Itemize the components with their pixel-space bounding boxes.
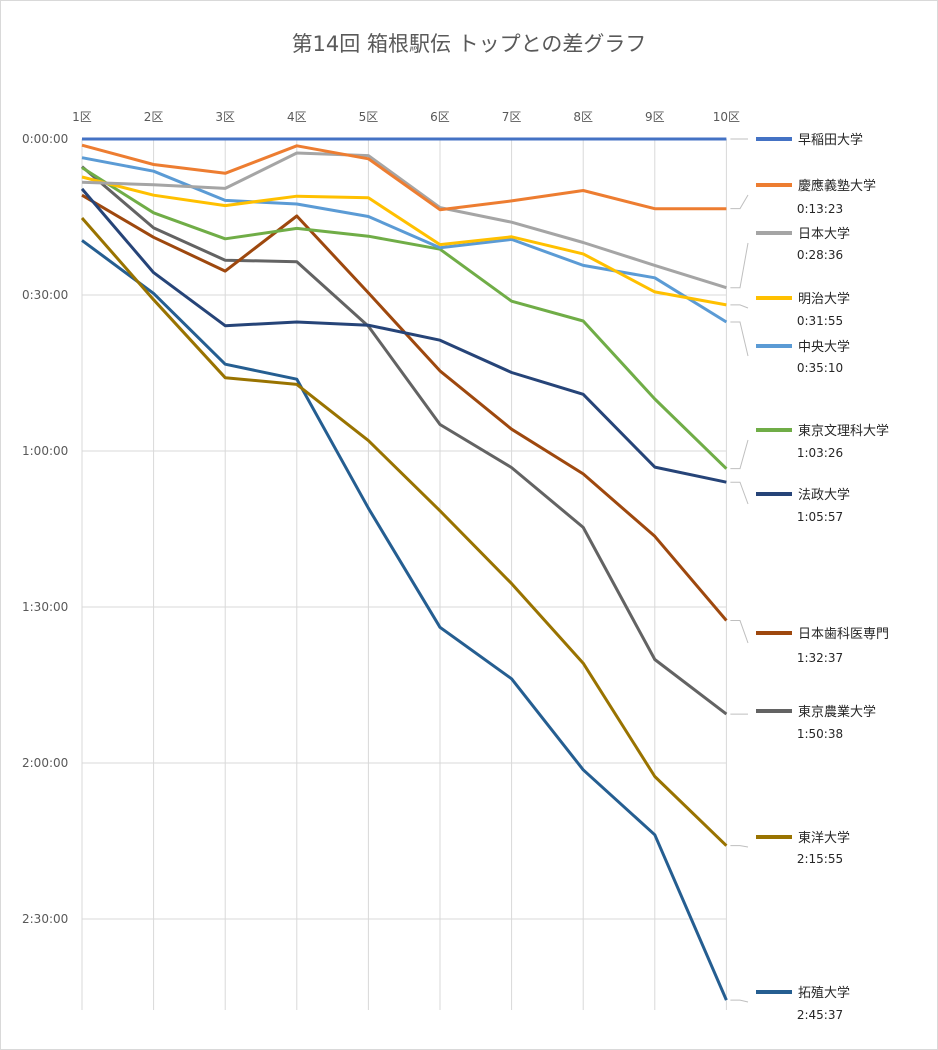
series-line xyxy=(81,151,727,290)
series-name-label: 慶應義塾大学 xyxy=(798,178,876,194)
series-value-label: 2:15:55 xyxy=(797,852,843,866)
series-line xyxy=(81,193,728,622)
y-tick-label: 2:00:00 xyxy=(22,756,68,770)
x-tick-label: 4区 xyxy=(287,110,307,124)
x-tick-label: 9区 xyxy=(645,110,665,124)
x-tick-label: 8区 xyxy=(573,110,593,124)
y-tick-label: 1:30:00 xyxy=(22,600,68,614)
x-tick-label: 2区 xyxy=(144,110,164,124)
y-tick-label: 1:00:00 xyxy=(22,444,68,458)
series-name-label: 法政大学 xyxy=(798,487,850,503)
leader-line xyxy=(730,439,749,470)
series-name-label: 早稲田大学 xyxy=(798,132,863,148)
leader-line xyxy=(730,304,749,309)
y-tick-label: 0:30:00 xyxy=(22,288,68,302)
leader-line xyxy=(730,481,749,505)
series-name-label: 拓殖大学 xyxy=(798,985,850,1001)
series-value-label: 0:28:36 xyxy=(797,248,843,262)
series-name-label: 明治大学 xyxy=(798,291,850,307)
y-tick-label: 2:30:00 xyxy=(22,912,68,926)
leader-line xyxy=(730,194,749,210)
leader-line xyxy=(730,620,749,644)
series-line xyxy=(81,143,727,212)
series-line xyxy=(81,166,728,470)
y-tick-label: 0:00:00 xyxy=(22,132,68,146)
x-tick-label: 3区 xyxy=(215,110,235,124)
series-line xyxy=(81,239,728,1001)
series-line xyxy=(80,187,727,484)
x-tick-label: 10区 xyxy=(713,110,740,124)
series-name-label: 東洋大学 xyxy=(798,830,850,846)
series-line xyxy=(81,175,727,307)
series-name-label: 日本大学 xyxy=(798,226,850,242)
leader-line xyxy=(730,999,749,1003)
leader-line xyxy=(730,242,749,289)
leader-line xyxy=(730,845,749,848)
x-tick-label: 1区 xyxy=(72,110,92,124)
x-tick-label: 7区 xyxy=(502,110,522,124)
series-value-label: 1:50:38 xyxy=(797,727,843,741)
x-tick-label: 6区 xyxy=(430,110,450,124)
series-value-label: 0:13:23 xyxy=(797,202,843,216)
series-name-label: 日本歯科医専門 xyxy=(798,627,889,642)
series-value-label: 1:05:57 xyxy=(797,510,843,524)
series-name-label: 中央大学 xyxy=(798,339,850,355)
series-value-label: 1:32:37 xyxy=(797,651,843,665)
series-line xyxy=(81,165,728,716)
leader-line xyxy=(730,321,749,357)
series-name-label: 東京農業大学 xyxy=(798,704,876,720)
series-name-label: 東京文理科大学 xyxy=(798,423,889,439)
series-line xyxy=(80,217,728,847)
series-value-label: 0:31:55 xyxy=(797,314,843,328)
x-tick-label: 5区 xyxy=(359,110,379,124)
series-value-label: 0:35:10 xyxy=(797,361,843,375)
series-value-label: 1:03:26 xyxy=(797,446,843,460)
series-value-label: 2:45:37 xyxy=(797,1008,843,1022)
chart-title: 第14回 箱根駅伝 トップとの差グラフ xyxy=(291,32,647,56)
